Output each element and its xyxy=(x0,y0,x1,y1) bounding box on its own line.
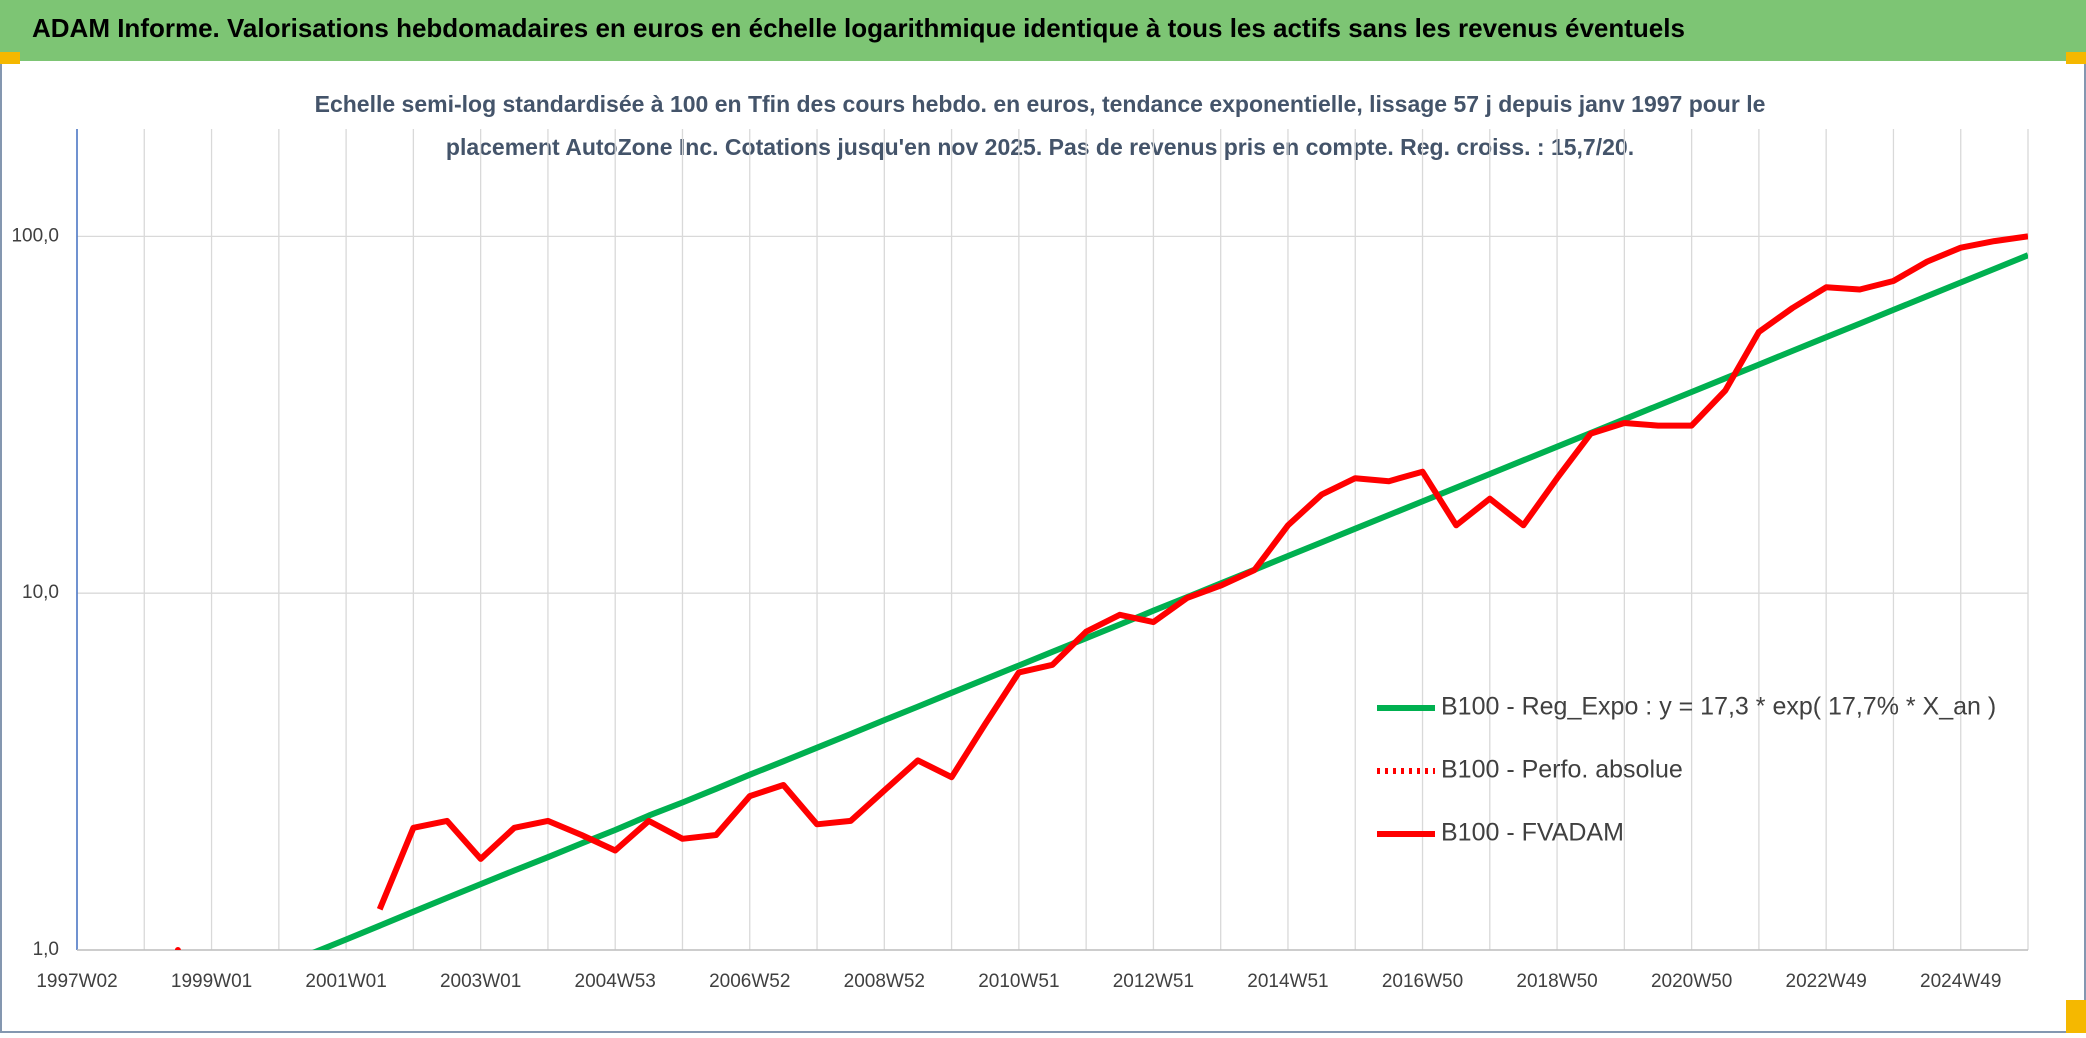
corner-mark xyxy=(0,52,20,64)
header-title: ADAM Informe. Valorisations hebdomadaire… xyxy=(32,13,1685,43)
legend-label: B100 - Reg_Expo : y = 17,3 * exp( 17,7% … xyxy=(1441,693,1996,721)
x-tick-label: 2024W49 xyxy=(1920,971,2001,992)
line xyxy=(312,252,2028,950)
y-tick-label: 10,0 xyxy=(22,582,59,603)
x-tick-label: 2003W01 xyxy=(440,971,521,992)
line xyxy=(376,233,2028,911)
series xyxy=(376,233,2028,911)
x-tick-label: 2022W49 xyxy=(1786,971,1867,992)
chart-title: Echelle semi-log standardisée à 100 en T… xyxy=(315,91,1766,117)
x-tick-label: 2012W51 xyxy=(1113,971,1194,992)
corner-mark xyxy=(2066,1000,2086,1033)
y-tick-label: 1,0 xyxy=(33,939,59,960)
header-bar xyxy=(0,0,2086,61)
legend-label: B100 - Perfo. absolue xyxy=(1441,756,1683,784)
x-tick-label: 2006W52 xyxy=(709,971,790,992)
x-tick-label: 2020W50 xyxy=(1651,971,1732,992)
x-tick-label: 2010W51 xyxy=(978,971,1059,992)
data-point xyxy=(174,947,181,950)
x-tick-label: 2004W53 xyxy=(575,971,656,992)
x-tick-label: 2014W51 xyxy=(1247,971,1328,992)
x-tick-label: 2008W52 xyxy=(844,971,925,992)
x-tick-label: 2016W50 xyxy=(1382,971,1463,992)
x-tick-label: 2018W50 xyxy=(1516,971,1597,992)
y-tick-label: 100,0 xyxy=(11,225,59,246)
legend-label: B100 - FVADAM xyxy=(1441,819,1624,847)
series xyxy=(174,947,181,950)
x-tick-label: 1997W02 xyxy=(36,971,117,992)
corner-mark xyxy=(2066,52,2086,64)
series xyxy=(312,252,2028,950)
x-tick-label: 1999W01 xyxy=(171,971,252,992)
x-tick-label: 2001W01 xyxy=(305,971,386,992)
chart-title: placement AutoZone Inc. Cotations jusqu'… xyxy=(446,134,1634,160)
